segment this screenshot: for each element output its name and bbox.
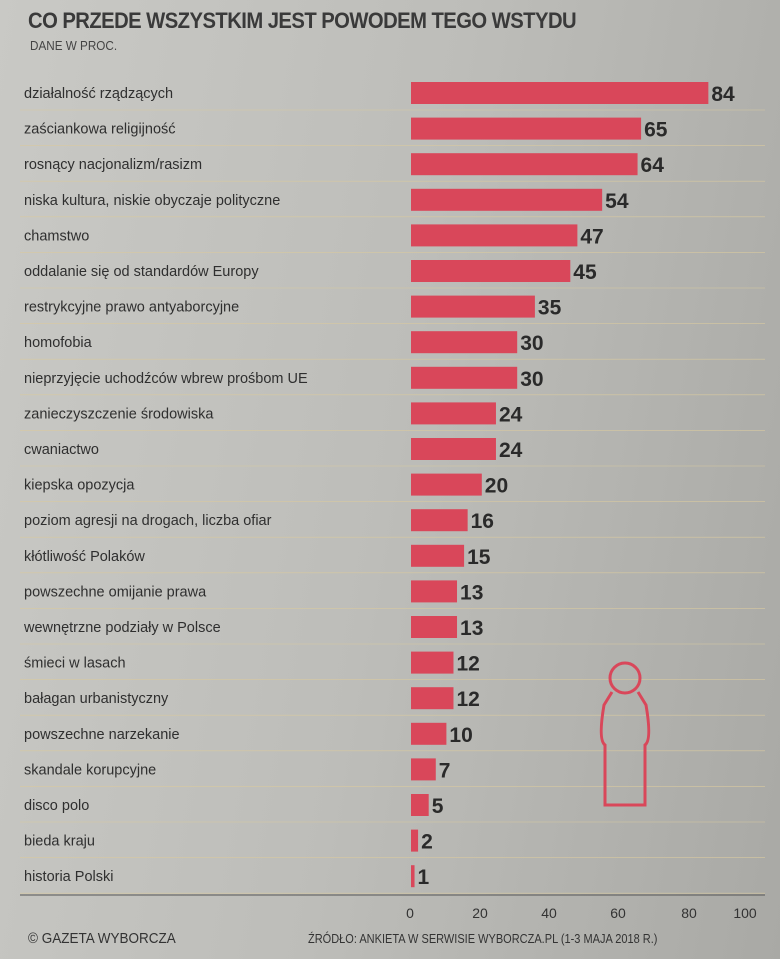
bar [411, 580, 458, 603]
bar [411, 865, 415, 888]
category-label: kłótliwość Polaków [24, 549, 145, 565]
bar [411, 544, 465, 567]
category-label: powszechne narzekanie [24, 727, 180, 743]
x-tick-label: 80 [681, 905, 697, 921]
category-label: kiepska opozycja [24, 478, 135, 494]
value-label: 24 [499, 403, 523, 426]
bar [411, 438, 496, 460]
category-label: śmieci w lasach [24, 656, 126, 672]
value-label: 12 [456, 653, 479, 676]
category-label: powszechne omijanie prawa [24, 584, 207, 600]
category-label: disco polo [24, 798, 89, 814]
person-icon [599, 661, 651, 807]
value-label: 16 [471, 510, 494, 533]
value-label: 35 [538, 297, 562, 320]
value-label: 47 [580, 225, 603, 248]
category-label: bałagan urbanistyczny [24, 691, 169, 707]
value-label: 1 [418, 866, 430, 889]
bar [411, 224, 578, 247]
copyright: © GAZETA WYBORCZA [28, 930, 176, 947]
x-tick-label: 40 [541, 905, 557, 921]
value-label: 24 [499, 439, 523, 462]
x-tick-label: 0 [406, 905, 414, 921]
bar [411, 366, 518, 389]
value-label: 5 [432, 795, 444, 818]
bar [411, 295, 535, 318]
x-tick-label: 100 [733, 905, 757, 921]
bar [411, 117, 642, 140]
category-label: chamstwo [24, 228, 89, 244]
chart-title: CO PRZEDE WSZYSTKIM JEST POWODEM TEGO WS… [28, 8, 577, 33]
value-label: 65 [644, 119, 668, 142]
value-label: 84 [711, 83, 735, 106]
value-label: 45 [573, 261, 597, 284]
category-label: cwaniactwo [24, 442, 99, 458]
category-label: homofobia [24, 335, 93, 351]
category-label: skandale korupcyjne [24, 762, 156, 778]
chart-subtitle: DANE W PROC. [30, 38, 118, 53]
value-label: 2 [421, 831, 433, 854]
category-label: niska kultura, niskie obyczaje polityczn… [24, 193, 280, 209]
value-label: 13 [460, 617, 483, 640]
bar [411, 651, 454, 674]
source-note: ŹRÓDŁO: ANKIETA W SERWISIE WYBORCZA.PL (… [308, 932, 658, 946]
category-label: zanieczyszczenie środowiska [24, 406, 214, 422]
x-tick-label: 20 [472, 905, 488, 921]
bar [411, 758, 436, 781]
x-tick-label: 60 [610, 905, 626, 921]
value-label: 20 [485, 475, 508, 498]
category-label: wewnętrzne podziały w Polsce [23, 620, 221, 636]
value-label: 64 [641, 154, 665, 177]
category-label: restrykcyjne prawo antyaborcyjne [24, 300, 239, 316]
bar [411, 82, 709, 104]
bar [411, 794, 429, 816]
bar [411, 509, 468, 532]
bar [411, 829, 419, 852]
value-label: 13 [460, 581, 483, 604]
bar [411, 687, 454, 710]
bar [411, 722, 447, 745]
value-label: 10 [449, 724, 472, 747]
bar [411, 153, 638, 176]
category-label: historia Polski [24, 869, 113, 885]
value-label: 54 [605, 190, 629, 213]
value-label: 15 [467, 546, 491, 569]
category-label: rosnący nacjonalizm/rasizm [24, 157, 202, 173]
bar [411, 331, 518, 354]
category-label: zaściankowa religijność [24, 122, 176, 138]
category-label: poziom agresji na drogach, liczba ofiar [24, 513, 272, 529]
bar [411, 188, 603, 211]
value-label: 30 [520, 332, 543, 355]
value-label: 12 [456, 688, 479, 711]
value-label: 30 [520, 368, 543, 391]
bar [411, 616, 458, 638]
value-label: 7 [439, 759, 451, 782]
bar [411, 402, 496, 425]
bar [411, 473, 482, 496]
bar [411, 260, 571, 282]
category-label: działalność rządzących [24, 86, 173, 102]
category-label: nieprzyjęcie uchodźców wbrew prośbom UE [24, 371, 308, 387]
category-label: oddalanie się od standardów Europy [24, 264, 259, 280]
category-label: bieda kraju [24, 834, 95, 850]
